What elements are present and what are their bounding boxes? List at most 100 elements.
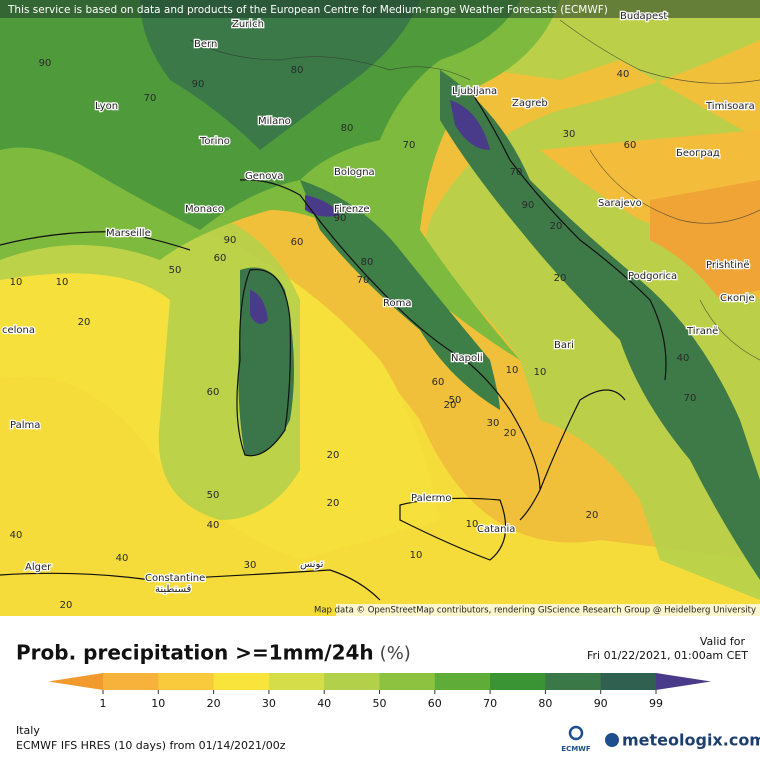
city: تونس <box>300 559 324 570</box>
contour-label: 70 <box>510 167 523 178</box>
colorbar-segment <box>600 673 657 690</box>
contour-label: 40 <box>207 520 220 531</box>
contour-label: 60 <box>291 237 304 248</box>
city: Firenze <box>334 204 370 215</box>
map <box>0 0 760 617</box>
contour-label: 10 <box>466 519 479 530</box>
city: Alger <box>25 562 52 573</box>
colorbar-segment <box>103 673 159 690</box>
notice: This service is based on data and produc… <box>7 4 608 16</box>
colorbar-end <box>656 673 711 690</box>
contour-label: 20 <box>78 317 91 328</box>
model: ECMWF IFS HRES (10 days) from 01/14/2021… <box>16 739 286 752</box>
city: Catania <box>477 524 515 535</box>
city: Roma <box>383 298 412 309</box>
colorbar-tick-label: 10 <box>151 697 165 710</box>
contour-label: 20 <box>504 428 517 439</box>
city: Bern <box>194 39 217 50</box>
city: Bari <box>554 340 574 351</box>
contour-label: 10 <box>534 367 547 378</box>
contour-label: 50 <box>169 265 182 276</box>
city: Palma <box>10 420 40 431</box>
city: Podgorica <box>628 271 677 282</box>
contour-label: 60 <box>432 377 445 388</box>
city: Napoli <box>451 353 483 364</box>
colorbar-segment <box>324 673 380 690</box>
contour-label: 20 <box>60 600 73 611</box>
city: Palermo <box>411 493 451 504</box>
city: Marseille <box>106 228 151 239</box>
contour-label: 60 <box>624 140 637 151</box>
brand-icon <box>605 733 619 747</box>
contour-label: 10 <box>56 277 69 288</box>
contour-label: 30 <box>563 129 576 140</box>
city: Tiranë <box>686 326 718 337</box>
contour-label: 20 <box>327 450 340 461</box>
contour-label: 20 <box>586 510 599 521</box>
city-labels: Bern Zurich Budapest Lyon Milano Ljublja… <box>1 10 756 597</box>
contour-label: 80 <box>361 257 374 268</box>
colorbar-segment <box>158 673 215 690</box>
colorbar-end <box>48 673 103 690</box>
colorbar-tick-label: 20 <box>207 697 221 710</box>
city: Timisoara <box>705 101 755 112</box>
colorbar-segment <box>490 673 546 690</box>
city: Monaco <box>185 204 224 215</box>
contour-label: 40 <box>677 353 690 364</box>
contour-label: 60 <box>207 387 220 398</box>
contour-label: 90 <box>39 58 52 69</box>
ecmwf-icon <box>568 725 584 741</box>
contour-label: 10 <box>506 365 519 376</box>
city: قسنطينة <box>155 584 192 595</box>
city: Скопје <box>720 292 755 304</box>
legend-unit: (%) <box>380 643 411 664</box>
city: Ljubljana <box>452 86 497 97</box>
contour-label: 70 <box>684 393 697 404</box>
contour-label: 40 <box>10 530 23 541</box>
contour-label: 90 <box>522 200 535 211</box>
colorbar-tick-label: 30 <box>262 697 276 710</box>
colorbar-segment <box>379 673 436 690</box>
city: Torino <box>199 136 230 147</box>
contour-label: 10 <box>10 277 23 288</box>
city: Lyon <box>95 101 118 112</box>
contour-label: 20 <box>327 498 340 509</box>
valid-time: Fri 01/22/2021, 01:00am CET <box>587 649 748 662</box>
city: Zagreb <box>512 98 548 109</box>
contour-label: 70 <box>144 93 157 104</box>
colorbar: 1 10 20 30 40 50 60 70 80 90 99 <box>48 673 711 710</box>
contour-label: 80 <box>341 123 354 134</box>
contour-label: 30 <box>487 418 500 429</box>
contour-label: 70 <box>403 140 416 151</box>
legend-title: Prob. precipitation >=1mm/24h <box>16 641 374 665</box>
city: Sarajevo <box>598 198 642 209</box>
attribution: Map data © OpenStreetMap contributors, r… <box>314 606 756 616</box>
contour-label: 40 <box>116 553 129 564</box>
city: celona <box>2 325 35 336</box>
city: Budapest <box>620 11 667 22</box>
city: Bologna <box>334 167 375 178</box>
colorbar-segment <box>434 673 491 690</box>
city: Prishtinë <box>706 260 749 271</box>
city: Constantine <box>145 573 205 584</box>
city: Београд <box>676 148 720 159</box>
contour-label: 90 <box>224 235 237 246</box>
contour-label: 40 <box>617 69 630 80</box>
contour-label: 90 <box>334 213 347 224</box>
colorbar-tick-label: 90 <box>594 697 608 710</box>
city: Milano <box>258 116 291 127</box>
region: Italy <box>16 724 40 737</box>
colorbar-tick-label: 60 <box>428 697 442 710</box>
contour-label: 80 <box>291 65 304 76</box>
city: Zurich <box>232 19 264 30</box>
colorbar-segment <box>268 673 325 690</box>
contour-label: 90 <box>192 79 205 90</box>
contour-label: 20 <box>550 221 563 232</box>
colorbar-tick-label: 40 <box>317 697 331 710</box>
contour-label: 10 <box>410 550 423 561</box>
contour-label: 30 <box>244 560 257 571</box>
ecmwf-logo: ECMWF <box>561 745 591 753</box>
colorbar-segment <box>545 673 602 690</box>
colorbar-tick-label: 1 <box>100 697 107 710</box>
